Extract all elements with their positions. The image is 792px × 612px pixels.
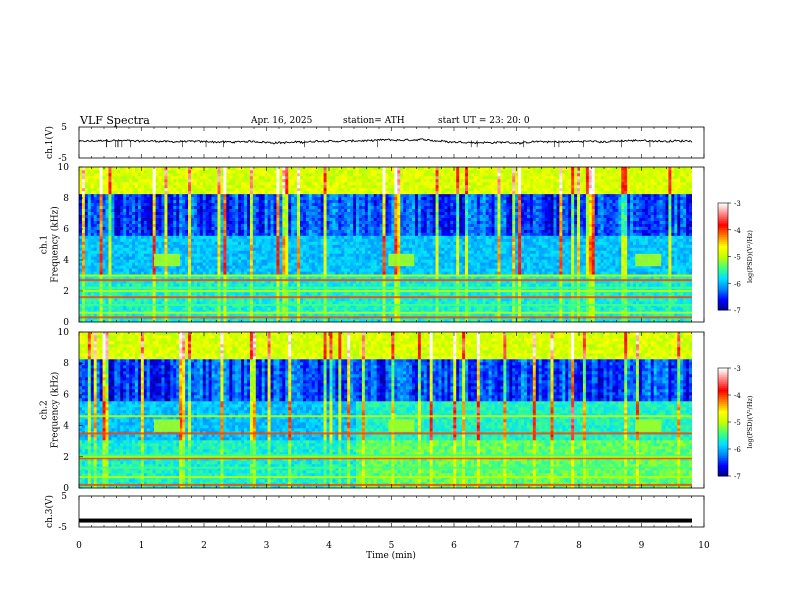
ch2-colorbar: -3 -4 -5 -6 -7 log(PSD)(V²/Hz)	[718, 365, 754, 481]
signal-block	[635, 419, 661, 431]
xtick-label: 3	[264, 541, 270, 551]
xtick-label: 9	[639, 541, 645, 551]
ch3-waveform-panel: 5 -5ch.3(V)	[44, 492, 704, 533]
ytick-label: 10	[58, 328, 70, 338]
colorbar-tick: -5	[734, 254, 741, 262]
start-ut-label: start UT = 23: 20: 0	[438, 116, 530, 126]
xtick-label: 7	[514, 541, 520, 551]
ytick-label: 2	[63, 453, 69, 463]
emission-line	[79, 467, 692, 469]
signal-block	[154, 254, 180, 266]
time-axis: 0 1 2 3 4 5 6 7 8 9 10 Time (min)	[76, 541, 710, 561]
colorbar-tick: -4	[734, 227, 741, 235]
emission-line	[79, 476, 692, 478]
emission-line	[79, 415, 692, 417]
colorbar-tick: -7	[734, 307, 741, 315]
ytick-label: 4	[63, 422, 69, 432]
emission-line	[79, 432, 692, 434]
ylabel: ch.3(V)	[44, 495, 55, 528]
emission-line	[79, 312, 692, 314]
station-label: station= ATH	[343, 116, 405, 126]
ytick-label: 8	[63, 194, 69, 204]
colorbar-tick: -5	[734, 419, 741, 427]
ytick-label: -5	[58, 523, 67, 533]
colorbar-tick: -3	[734, 200, 741, 208]
colorbar-tick: -6	[734, 446, 741, 454]
ytick-label: 6	[63, 225, 69, 235]
xtick-label: 5	[389, 541, 395, 551]
emission-line	[79, 454, 692, 456]
ch1-trace	[79, 139, 692, 145]
ylabel: ch.1(V)	[44, 126, 55, 159]
emission-line	[79, 279, 692, 281]
xtick-label: 2	[201, 541, 207, 551]
ylabel: ch.1Frequency (kHz)	[40, 206, 61, 283]
signal-block	[388, 254, 414, 266]
signal-block	[388, 419, 414, 431]
xtick-label: 1	[139, 541, 145, 551]
ch3-trace	[79, 519, 692, 523]
colorbar-tick: -6	[734, 280, 741, 288]
colorbar-tick: -4	[734, 392, 741, 400]
figure-title: VLF Spectra	[79, 114, 150, 127]
xtick-label: 10	[698, 541, 710, 551]
ytick-label: 0	[63, 318, 69, 328]
ytick-label: 8	[63, 359, 69, 369]
ch1-colorbar: -3 -4 -5 -6 -7 log(PSD)(V²/Hz)	[718, 200, 754, 315]
ytick-label: 5	[61, 492, 67, 502]
signal-block	[635, 254, 661, 266]
xtick-label: 8	[576, 541, 582, 551]
emission-line	[79, 290, 692, 292]
emission-line	[79, 287, 692, 289]
ytick-label: 5	[61, 123, 67, 133]
date-label: Apr. 16, 2025	[250, 116, 313, 126]
colorbar-tick: -7	[734, 473, 741, 481]
ch1-spectrogram-panel: 0 2 4 6 8 10 ch.1Frequency (kHz)	[40, 163, 705, 328]
emission-line	[79, 296, 692, 298]
colorbar-tick: -3	[734, 365, 741, 373]
ytick-label: 4	[63, 256, 69, 266]
colorbar-label: log(PSD)(V²/Hz)	[746, 230, 754, 283]
xlabel: Time (min)	[366, 550, 416, 561]
ytick-label: 6	[63, 390, 69, 400]
xtick-label: 6	[451, 541, 457, 551]
emission-line	[79, 484, 692, 486]
emission-line	[79, 316, 692, 318]
xtick-label: 0	[76, 541, 82, 551]
ytick-label: 10	[58, 163, 70, 173]
xtick-label: 4	[326, 541, 332, 551]
ch1-waveform-panel: 5-5ch.1(V)	[44, 123, 704, 164]
emission-line	[79, 304, 692, 306]
emission-line	[79, 275, 692, 277]
ylabel: ch.2Frequency (kHz)	[40, 372, 61, 449]
colorbar-label: log(PSD)(V²/Hz)	[746, 395, 754, 448]
ytick-label: 2	[63, 287, 69, 297]
signal-block	[154, 419, 180, 431]
